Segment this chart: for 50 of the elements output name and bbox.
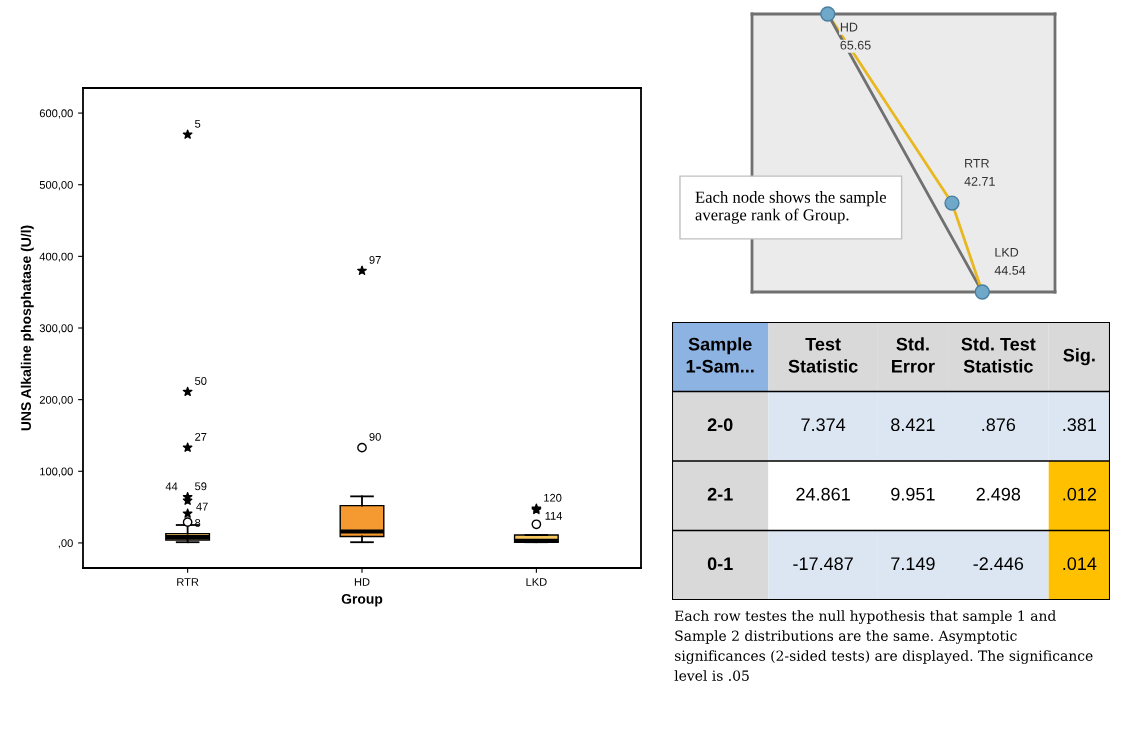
- y-tick-label: 100,00: [40, 467, 73, 477]
- category-label: Std. Test Statistic: [961, 337, 1036, 373]
- text: .014: [1063, 557, 1097, 571]
- annotation: 120: [544, 493, 562, 502]
- text: -2.446: [973, 557, 1024, 571]
- annotation: 50: [195, 377, 207, 385]
- category-label: Std. Error: [892, 337, 935, 373]
- y-tick-label: 600,00: [39, 109, 73, 119]
- text: Each row testes the null hypothesis that sample 1 and Sample 2 distributions are the same. Asymptotic significances (2-sided tests) are displayed. The significance level is .05: [674, 610, 1093, 681]
- annotation: 5: [195, 119, 201, 128]
- x-axis-title: Group: [341, 594, 383, 607]
- category-label: Test Statistic: [788, 337, 858, 373]
- y-tick-label: 300,00: [39, 324, 73, 334]
- text: -17.487: [793, 557, 853, 571]
- text: 2.498: [976, 487, 1021, 501]
- annotation: 97: [369, 255, 381, 264]
- category-label: Sample 1-Sam...: [686, 337, 754, 373]
- y-tick-label: 200,00: [39, 395, 73, 406]
- x-tick-label: LKD: [526, 578, 547, 586]
- text: 9.951: [891, 487, 935, 501]
- y-tick-label: 500,00: [39, 180, 73, 191]
- data-label: 44.54: [994, 266, 1026, 275]
- annotation: 90: [369, 432, 381, 441]
- category-label: 2-0: [707, 418, 733, 432]
- y-tick-label: 400,00: [39, 252, 73, 262]
- category-label: 2-1: [707, 487, 733, 501]
- text: 8.421: [891, 418, 935, 432]
- text: .876: [982, 418, 1016, 432]
- category-label: LKD: [995, 247, 1019, 257]
- annotation: 114: [545, 512, 563, 520]
- data-label: 42.71: [964, 176, 995, 186]
- text: 7.374: [801, 418, 846, 432]
- y-axis-title: UNS Alkaline phosphatase (U/l): [20, 225, 34, 431]
- annotation: 59: [195, 482, 207, 491]
- category-label: Sig.: [1063, 348, 1095, 366]
- data-label: 65.65: [840, 40, 871, 50]
- category-label: 0-1: [707, 557, 733, 571]
- x-tick-label: HD: [354, 578, 370, 586]
- annotation: 44: [165, 482, 178, 491]
- text: .381: [1063, 418, 1097, 432]
- annotation: 27: [195, 432, 207, 441]
- x-tick-label: RTR: [177, 578, 199, 586]
- category-label: RTR: [965, 159, 989, 168]
- category-label: HD: [840, 22, 858, 32]
- text: .012: [1063, 487, 1097, 501]
- text: Each node shows the sample average rank of Group.: [695, 191, 887, 224]
- text: 7.149: [891, 557, 935, 571]
- y-tick-label: ,00: [58, 539, 73, 549]
- text: 24.861: [796, 487, 850, 501]
- annotation: 47: [196, 502, 208, 511]
